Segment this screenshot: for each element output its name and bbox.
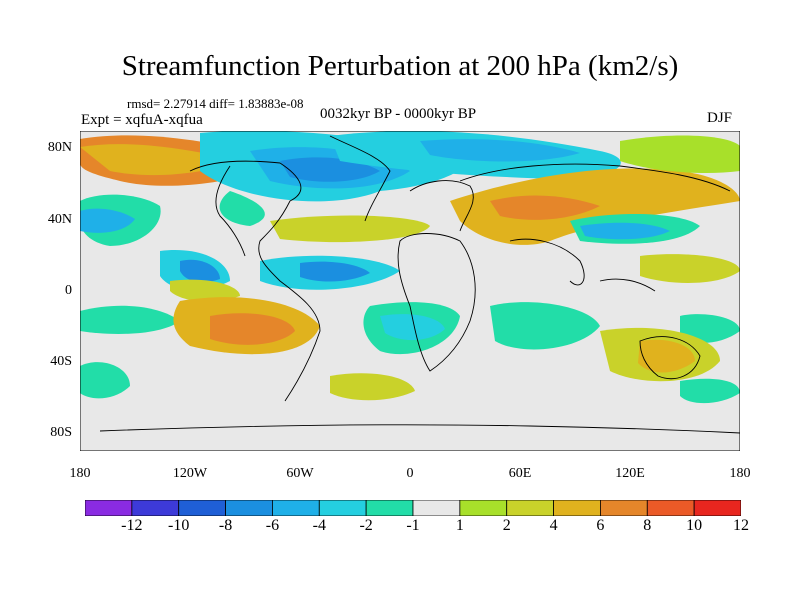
lon-label-60w: 60W	[286, 466, 314, 481]
colorbar-label: 10	[686, 517, 703, 534]
lat-label-80n: 80N	[47, 140, 72, 155]
lon-label-60e: 60E	[508, 466, 532, 481]
colorbar-swatch	[553, 500, 601, 516]
colorbar-label: -10	[168, 517, 190, 534]
lat-label-40s: 40S	[50, 354, 72, 369]
plot-title: Streamfunction Perturbation at 200 hPa (…	[121, 50, 679, 82]
stats-text: rmsd= 2.27914 diff= 1.83883e-08	[127, 96, 304, 111]
coastlines	[99, 135, 740, 434]
colorbar-label: 2	[502, 517, 511, 534]
colorbar-swatch	[178, 500, 226, 516]
colorbar-swatch	[412, 500, 461, 516]
lat-label-0: 0	[65, 283, 72, 298]
anomaly-fields	[80, 131, 740, 404]
lon-label-180e: 180	[729, 466, 751, 481]
colorbar-label: 4	[549, 517, 558, 534]
lon-label-120w: 120W	[172, 466, 208, 481]
colorbar-label: -4	[312, 517, 326, 534]
colorbar-label: 1	[455, 517, 464, 534]
colorbar-label: -1	[406, 517, 420, 534]
colorbar-swatch	[459, 500, 508, 516]
colorbar-swatch	[365, 500, 414, 516]
colorbar	[85, 500, 741, 516]
lat-label-40n: 40N	[47, 212, 72, 227]
lat-label-80s: 80S	[50, 425, 72, 440]
colorbar-label: 12	[733, 517, 749, 534]
season-label: DJF	[707, 110, 733, 126]
colorbar-swatch	[225, 500, 273, 516]
lon-label-120e: 120E	[615, 466, 645, 481]
colorbar-label: -12	[121, 517, 143, 534]
colorbar-swatch	[272, 500, 320, 516]
colorbar-label: 8	[643, 517, 652, 534]
colorbar-swatch	[85, 500, 133, 516]
colorbar-swatch	[693, 500, 741, 516]
colorbar-label: 6	[596, 517, 605, 534]
period-label: 0032kyr BP - 0000kyr BP	[320, 106, 477, 122]
colorbar-label: -2	[359, 517, 373, 534]
colorbar-swatch	[600, 500, 648, 516]
experiment-label: Expt = xqfuA-xqfua	[81, 112, 203, 128]
lon-label-0: 0	[406, 466, 414, 481]
colorbar-swatch	[506, 500, 554, 516]
colorbar-label: -6	[265, 517, 280, 534]
lon-label-180w: 180	[69, 466, 91, 481]
colorbar-swatch	[646, 500, 695, 516]
colorbar-label: -8	[218, 517, 233, 534]
colorbar-swatch	[318, 500, 367, 516]
colorbar-swatch	[131, 500, 180, 516]
streamfunction-map	[80, 131, 740, 451]
